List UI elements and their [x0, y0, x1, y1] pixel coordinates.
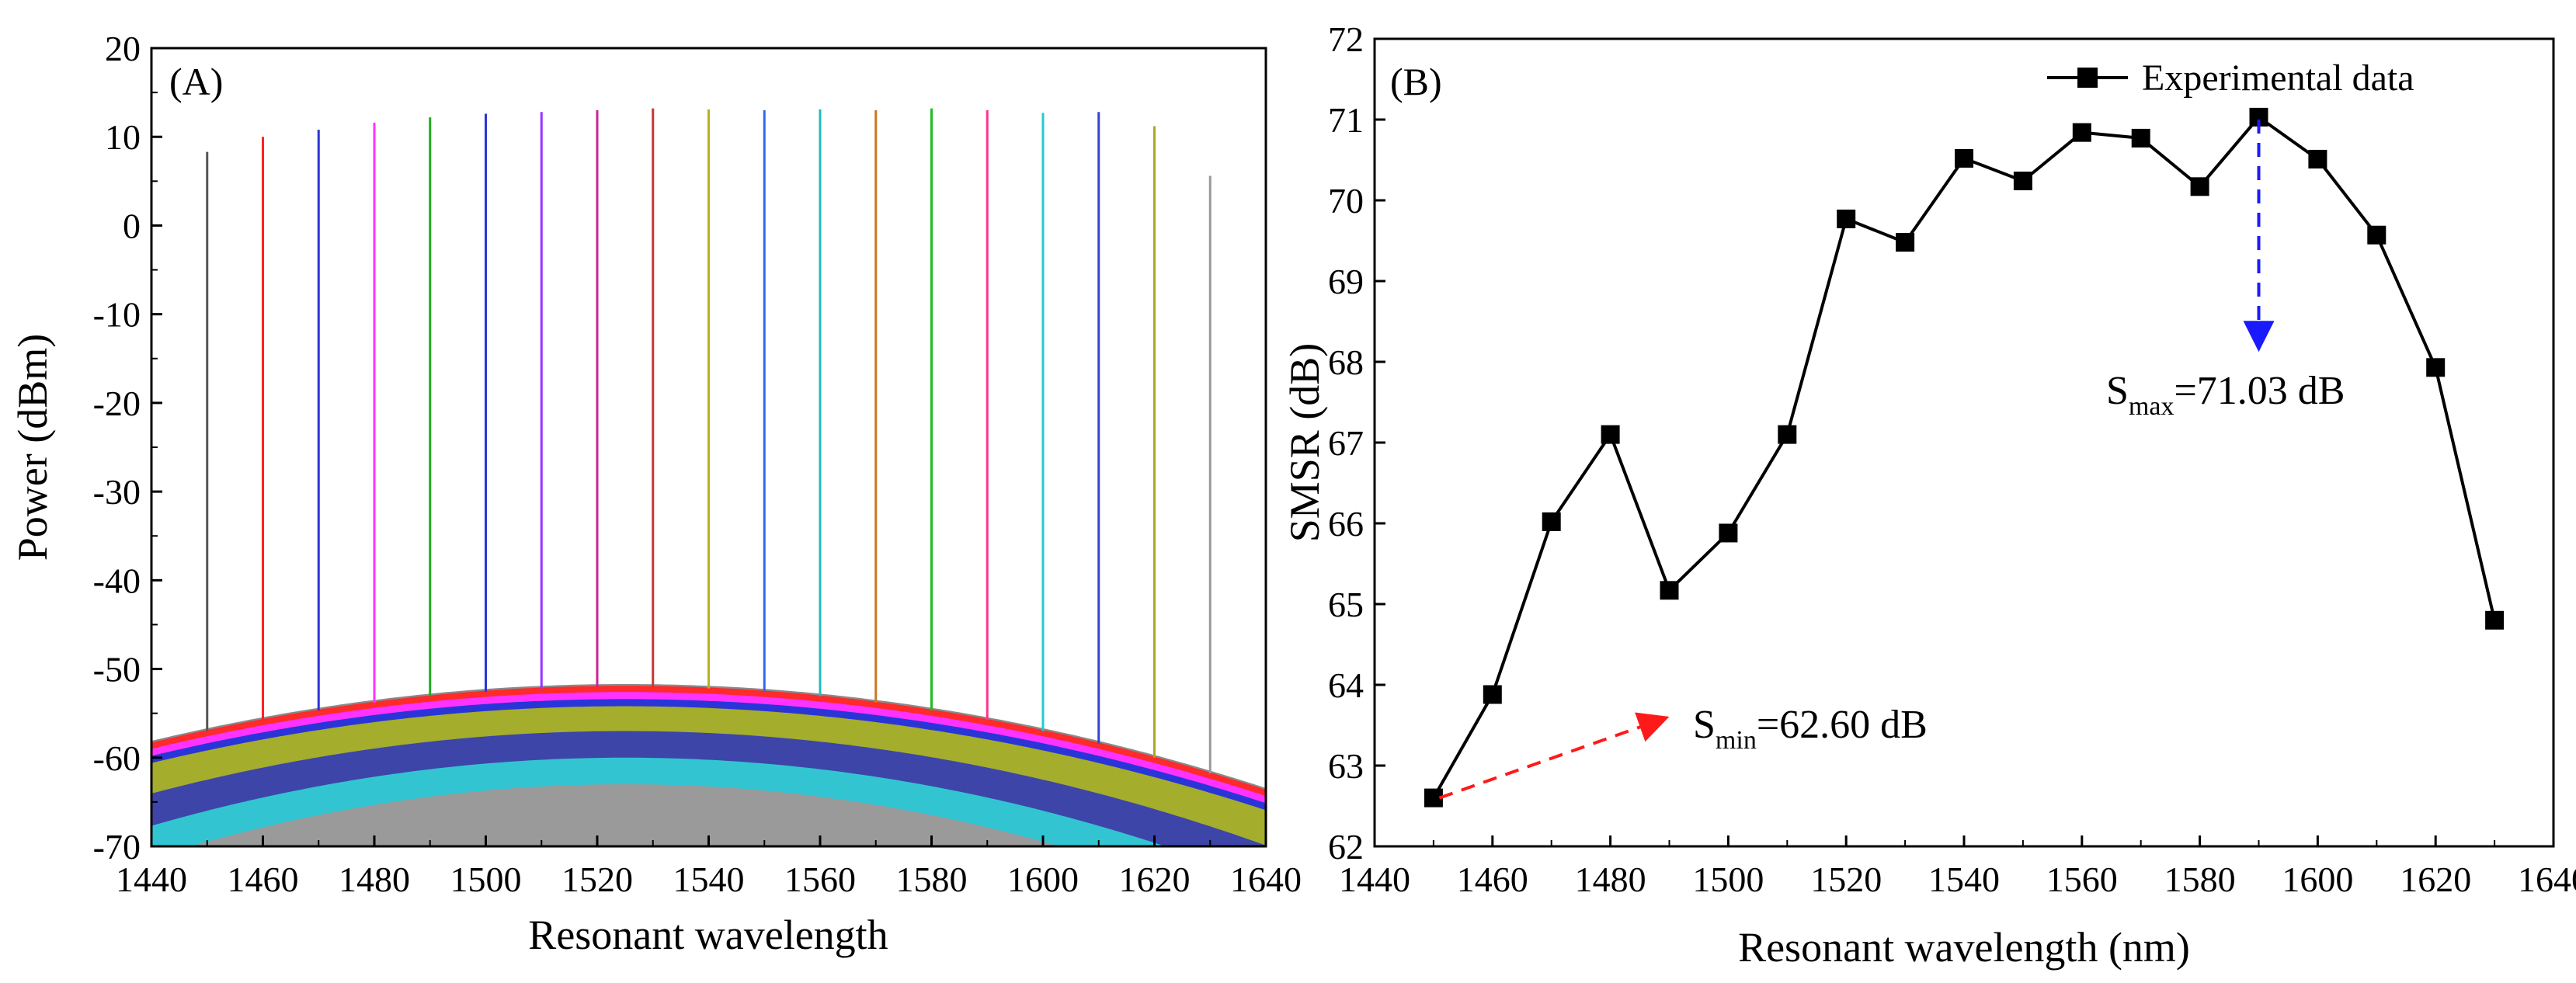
smsr-point	[1896, 233, 1915, 252]
smsr-point	[2013, 172, 2032, 191]
panel-b-x-ticks: 1440 1460 1480 1500 1520 1540 1560 1580 1600 1620…	[1339, 835, 2576, 899]
smin-subscript: min	[1716, 726, 1757, 755]
panel-b-legend: Experimental data	[2047, 57, 2414, 99]
panel-a-xlabel: Resonant wavelength	[528, 912, 888, 958]
b-ytick-label: 63	[1328, 746, 1364, 786]
b-xtick-label: 1480	[1575, 860, 1646, 899]
a-xtick-label: 1520	[561, 860, 633, 899]
panel-b-label: (B)	[1390, 60, 1442, 103]
smsr-point	[2072, 123, 2091, 142]
b-ytick-label: 66	[1328, 504, 1364, 544]
b-xtick-label: 1460	[1457, 860, 1528, 899]
b-ytick-label: 64	[1328, 665, 1364, 705]
smsr-point	[2426, 358, 2446, 377]
a-ytick-label: -10	[93, 295, 141, 335]
a-ytick-label: -40	[93, 561, 141, 600]
a-ytick-label: -50	[93, 650, 141, 689]
smax-subscript: max	[2129, 392, 2174, 421]
smsr-point	[2367, 225, 2387, 245]
a-xtick-label: 1460	[228, 860, 299, 899]
panel-b-chart: 1440 1460 1480 1500 1520 1540 1560 1580 1600 1620…	[1281, 19, 2576, 971]
a-ytick-label: -60	[93, 738, 141, 778]
a-xtick-label: 1540	[673, 860, 745, 899]
b-xtick-label: 1640	[2518, 860, 2576, 899]
a-ytick-label: -20	[93, 384, 141, 423]
smsr-point	[1955, 148, 1973, 168]
b-xtick-label: 1440	[1339, 860, 1410, 899]
b-xtick-label: 1520	[1810, 860, 1882, 899]
smax-annotation: Smax=71.03 dB	[2106, 369, 2345, 421]
b-ytick-label: 71	[1328, 100, 1364, 140]
a-ytick-label: -30	[93, 472, 141, 512]
a-ytick-label: 20	[105, 29, 141, 68]
smsr-point	[2190, 177, 2209, 196]
a-xtick-label: 1580	[896, 860, 968, 899]
b-xtick-label: 1500	[1692, 860, 1764, 899]
a-xtick-label: 1620	[1119, 860, 1191, 899]
smsr-point	[1483, 685, 1502, 704]
panel-a-y-ticks: 20 10 0 -10 -20 -30 -40 -50 -60 -70	[93, 29, 162, 867]
smsr-point	[2131, 128, 2150, 148]
smsr-point	[2485, 610, 2505, 630]
a-xtick-label: 1440	[116, 860, 187, 899]
smsr-point	[1601, 425, 1620, 444]
a-ytick-label: 10	[105, 117, 141, 157]
legend-label: Experimental data	[2142, 57, 2414, 99]
panel-a-label: (A)	[169, 60, 223, 103]
b-ytick-label: 72	[1328, 19, 1364, 59]
panel-b-series	[1424, 107, 2505, 808]
panel-a-ylabel: Power (dBm)	[9, 334, 56, 561]
b-xtick-label: 1560	[2046, 860, 2118, 899]
b-ytick-label: 65	[1328, 585, 1364, 624]
b-xtick-label: 1620	[2400, 860, 2471, 899]
panel-b-y-ticks: 72 71 70 69 68 67 66 65 64 63 62	[1328, 19, 1385, 867]
a-xtick-label: 1600	[1007, 860, 1079, 899]
panel-a-x-ticks: 1440 1460 1480 1500 1520 1540 1560 1580 1600 1620…	[116, 835, 1302, 899]
panel-b-ylabel: SMSR (dB)	[1281, 343, 1328, 543]
b-xtick-label: 1580	[2164, 860, 2236, 899]
a-xtick-label: 1480	[339, 860, 410, 899]
panel-a-peaks	[206, 108, 1212, 774]
smin-prefix: S	[1693, 703, 1716, 747]
b-xtick-label: 1600	[2282, 860, 2353, 899]
b-ytick-label: 67	[1328, 423, 1364, 463]
a-xtick-label: 1560	[784, 860, 856, 899]
smin-annotation: Smin=62.60 dB	[1693, 703, 1928, 755]
b-xtick-label: 1540	[1928, 860, 2000, 899]
smsr-point	[1719, 523, 1738, 543]
smin-value: =62.60 dB	[1757, 703, 1928, 747]
smsr-point	[1778, 425, 1797, 444]
smsr-point	[1542, 512, 1561, 531]
a-xtick-label: 1500	[450, 860, 522, 899]
a-ytick-label: -70	[93, 827, 141, 867]
b-ytick-label: 62	[1328, 827, 1364, 867]
smsr-line	[1432, 115, 2497, 799]
panel-a-noise-floor	[151, 684, 1266, 846]
panel-b-annotations	[1438, 120, 2275, 800]
smsr-point	[1837, 209, 1856, 228]
a-xtick-label: 1640	[1230, 860, 1302, 899]
a-ytick-label: 0	[123, 206, 141, 245]
b-ytick-label: 69	[1328, 262, 1364, 301]
b-ytick-label: 68	[1328, 342, 1364, 382]
b-ytick-label: 70	[1328, 181, 1364, 221]
smax-prefix: S	[2106, 369, 2129, 413]
smsr-point	[1660, 581, 1679, 600]
noise-band-gray-lower	[151, 784, 1266, 846]
panel-b-xlabel: Resonant wavelength (nm)	[1738, 924, 2190, 971]
smin-arrow	[1438, 712, 1670, 800]
legend-marker	[2077, 68, 2098, 88]
smsr-point	[2308, 149, 2327, 168]
panel-a-chart: 1440 1460 1480 1500 1520 1540 1560 1580 1600 1620…	[9, 29, 1302, 958]
smax-value: =71.03 dB	[2174, 369, 2345, 413]
